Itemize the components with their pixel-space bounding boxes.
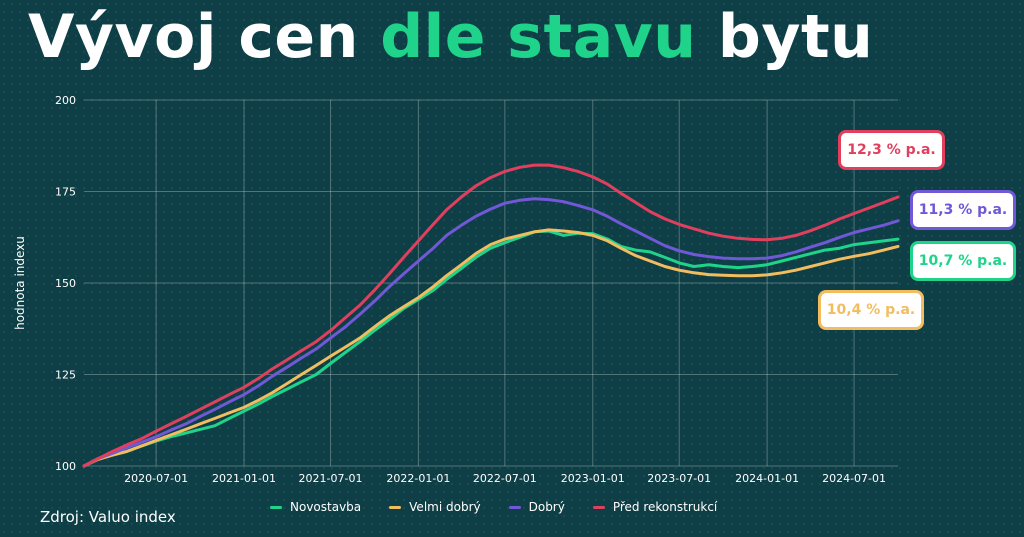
legend-label: Velmi dobrý — [409, 500, 481, 514]
legend-item: Novostavba — [270, 500, 361, 514]
legend-swatch — [389, 505, 402, 509]
page-title: Vývoj cen dle stavu bytu — [28, 2, 873, 72]
series-line-novostavba — [82, 229, 900, 468]
x-tick-label: 2023-01-01 — [561, 472, 625, 485]
annotation-text: 11,3 % p.a. — [918, 202, 1008, 218]
legend-item: Dobrý — [508, 500, 565, 514]
annotation-pill-10-7: 10,7 % p.a. — [910, 241, 1016, 281]
legend-label: Novostavba — [290, 500, 362, 514]
legend-label: Dobrý — [528, 500, 565, 514]
x-tick-label: 2022-07-01 — [473, 472, 537, 485]
legend-item: Velmi dobrý — [389, 500, 481, 514]
title-accent: dle stavu — [380, 2, 697, 72]
x-tick-label: 2024-07-01 — [822, 472, 886, 485]
annotation-pill-11-3: 11,3 % p.a. — [910, 190, 1016, 230]
x-tick-label: 2022-01-01 — [386, 472, 450, 485]
annotation-text: 10,7 % p.a. — [918, 253, 1008, 269]
legend-item: Před rekonstrukcí — [592, 500, 718, 514]
annotation-text: 10,4 % p.a. — [826, 302, 916, 318]
y-tick-label: 150 — [55, 277, 76, 290]
y-tick-label: 125 — [55, 369, 76, 382]
source-note: Zdroj: Valuo index — [40, 508, 176, 526]
series-line-dobrý — [82, 197, 900, 468]
legend-swatch — [508, 505, 521, 509]
title-part2: bytu — [717, 2, 874, 72]
y-tick-label: 100 — [55, 460, 76, 473]
legend-swatch — [592, 505, 605, 509]
series-line-před-rekonstrukcí — [82, 163, 900, 468]
y-tick-label: 175 — [55, 186, 76, 199]
annotation-text: 12,3 % p.a. — [847, 142, 936, 158]
x-tick-label: 2021-07-01 — [299, 472, 363, 485]
annotation-pill-10-4: 10,4 % p.a. — [818, 290, 924, 330]
chart-legend: Novostavba Velmi dobrý Dobrý Před rekonstru… — [270, 500, 717, 514]
x-tick-label: 2024-01-01 — [735, 472, 799, 485]
series-line-velmi-dobrý — [82, 228, 900, 468]
annotation-pill-12-3: 12,3 % p.a. — [838, 130, 945, 170]
legend-swatch — [270, 505, 282, 509]
x-tick-label: 2023-07-01 — [647, 472, 711, 485]
y-axis-title: hodnota indexu — [13, 236, 27, 330]
legend-label: Před rekonstrukcí — [612, 500, 718, 514]
x-tick-label: 2021-01-01 — [212, 472, 276, 485]
y-tick-label: 200 — [55, 94, 76, 107]
x-tick-label: 2020-07-01 — [124, 472, 188, 485]
title-part1: Vývoj cen — [28, 2, 359, 72]
